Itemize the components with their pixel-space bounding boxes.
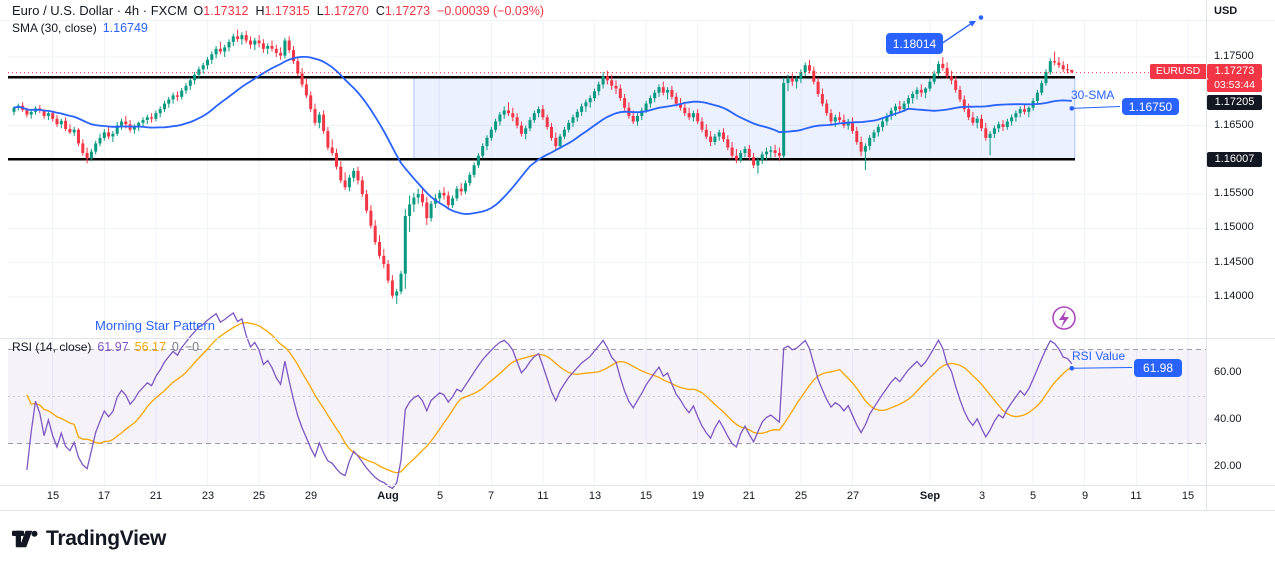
time-axis-label: 21 [742, 490, 756, 502]
rsi-legend-name: RSI (14, close) [12, 340, 92, 354]
change-value: −0.00039 (−0.03%) [437, 3, 545, 18]
rsi-axis-label: 60.00 [1214, 366, 1242, 378]
rsi-callout-label[interactable]: RSI Value [1072, 349, 1126, 363]
time-axis-label: Sep [919, 490, 941, 502]
tradingview-logo-text: TradingView [46, 527, 167, 550]
time-axis-label: 25 [794, 490, 808, 502]
sma-callout-label[interactable]: 30-SMA [1071, 88, 1115, 102]
rsi-ma-legend-value: 56.17 [134, 340, 166, 354]
rsi-axis-label: 40.00 [1214, 413, 1242, 425]
target-price-badge[interactable]: 1.18014 [886, 33, 943, 54]
target-point [978, 15, 984, 20]
candles [12, 29, 1074, 304]
rsi-line [26, 312, 1073, 490]
rsi-lower-band-value: −0 [184, 340, 200, 354]
close-value: 1.17273 [384, 3, 431, 18]
symbol-title: Euro / U.S. Dollar · 4h · FXCM [12, 3, 188, 18]
rsi-callout-badge[interactable]: 61.98 [1134, 359, 1182, 377]
time-axis-label: 27 [846, 490, 860, 502]
open-value: 1.17312 [203, 3, 249, 18]
resistance-level-badge: 1.17205 [1207, 95, 1262, 110]
time-axis-label: 23 [201, 490, 215, 502]
tradingview-logo[interactable]: TradingView [12, 527, 166, 551]
last-price-badge: 1.17273 [1207, 64, 1262, 79]
rsi-legend[interactable]: RSI (14, close) 61.97 56.17 0 −0 [12, 340, 199, 354]
time-axis-label: 9 [1081, 490, 1089, 502]
time-axis-label: 13 [588, 490, 602, 502]
time-axis-label: 7 [487, 490, 495, 502]
sma-legend[interactable]: SMA (30, close) 1.16749 [12, 21, 148, 35]
price-axis-label: 1.15500 [1214, 187, 1254, 199]
ohlc-values: O1.17312 H1.17315 L1.17270 C1.17273 −0.0… [193, 3, 545, 18]
candle-countdown-badge: 03:53:44 [1207, 79, 1262, 92]
price-scale[interactable]: USD 1.17500 1.16500 1.15500 1.15000 1.14500 1… [1206, 0, 1275, 510]
symbol-legend[interactable]: Euro / U.S. Dollar · 4h · FXCM O1.17312 … [12, 3, 544, 18]
time-axis-label: 3 [978, 490, 986, 502]
price-axis-label: 1.14000 [1214, 290, 1254, 302]
price-axis-label: 1.14500 [1214, 256, 1254, 268]
price-axis-label: 1.17500 [1214, 50, 1254, 62]
tradingview-logo-icon [12, 527, 39, 551]
support-level-badge: 1.16007 [1207, 152, 1262, 167]
time-axis-label: 19 [691, 490, 705, 502]
time-axis-label: 29 [304, 490, 318, 502]
time-axis-label: 17 [97, 490, 111, 502]
target-arrow [940, 23, 971, 45]
time-axis-label: 5 [436, 490, 444, 502]
sma-callout-badge[interactable]: 1.16750 [1122, 98, 1179, 115]
time-axis-label: 11 [1130, 490, 1142, 502]
low-value: 1.17270 [323, 3, 369, 18]
sma-legend-value: 1.16749 [102, 21, 148, 35]
time-axis-label: 15 [46, 490, 60, 502]
rsi-band [8, 349, 1206, 444]
price-scale-currency: USD [1214, 5, 1238, 17]
rsi-axis-label: 20.00 [1214, 460, 1242, 472]
time-axis-label: 11 [537, 490, 549, 502]
time-axis-label: Aug [377, 490, 399, 502]
price-axis-label: 1.16500 [1214, 119, 1254, 131]
time-axis-label: 21 [149, 490, 163, 502]
time-axis-label: 15 [639, 490, 653, 502]
consolidation-zone [413, 76, 1076, 160]
price-axis-label: 1.15000 [1214, 221, 1254, 233]
rsi-legend-value: 61.97 [97, 340, 129, 354]
time-scale[interactable]: 15 17 21 23 25 29 Aug 5 7 11 13 15 19 21 25 27 Sep 3 5 9 11 1… [0, 490, 1206, 510]
time-axis-label: 25 [252, 490, 266, 502]
sma-line [13, 56, 1072, 215]
flash-icon [1052, 306, 1076, 330]
rsi-ma-line [26, 321, 1073, 474]
pattern-annotation-label[interactable]: Morning Star Pattern [95, 318, 215, 333]
high-value: 1.17315 [264, 3, 310, 18]
time-axis-label: 15 [1181, 490, 1195, 502]
symbol-price-badge-name: EURUSD [1150, 64, 1206, 79]
time-axis-label: 5 [1029, 490, 1037, 502]
sma-legend-name: SMA (30, close) [12, 21, 97, 35]
rsi-upper-band-value: 0 [171, 340, 179, 354]
